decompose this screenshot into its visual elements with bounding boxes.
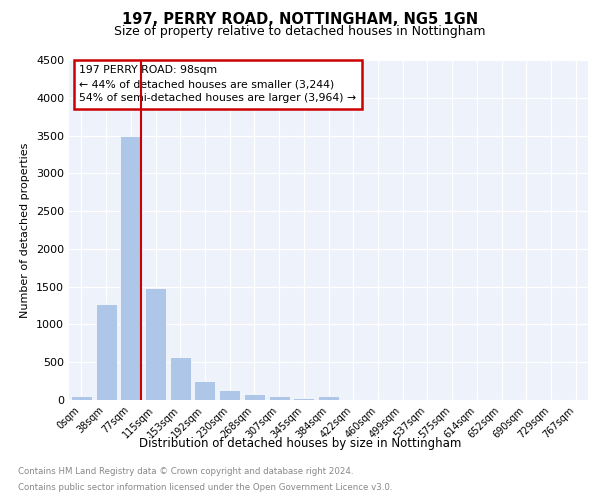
Text: 197, PERRY ROAD, NOTTINGHAM, NG5 1GN: 197, PERRY ROAD, NOTTINGHAM, NG5 1GN bbox=[122, 12, 478, 28]
Bar bbox=[219, 390, 240, 400]
Text: Distribution of detached houses by size in Nottingham: Distribution of detached houses by size … bbox=[139, 438, 461, 450]
Bar bbox=[145, 288, 166, 400]
Bar bbox=[120, 136, 141, 400]
Bar bbox=[194, 381, 215, 400]
Text: Contains public sector information licensed under the Open Government Licence v3: Contains public sector information licen… bbox=[18, 484, 392, 492]
Y-axis label: Number of detached properties: Number of detached properties bbox=[20, 142, 31, 318]
Bar bbox=[170, 357, 191, 400]
Text: 197 PERRY ROAD: 98sqm
← 44% of detached houses are smaller (3,244)
54% of semi-d: 197 PERRY ROAD: 98sqm ← 44% of detached … bbox=[79, 65, 356, 103]
Text: Contains HM Land Registry data © Crown copyright and database right 2024.: Contains HM Land Registry data © Crown c… bbox=[18, 467, 353, 476]
Bar bbox=[293, 398, 314, 400]
Text: Size of property relative to detached houses in Nottingham: Size of property relative to detached ho… bbox=[114, 25, 486, 38]
Bar bbox=[95, 304, 116, 400]
Bar bbox=[269, 396, 290, 400]
Bar bbox=[71, 396, 92, 400]
Bar bbox=[318, 396, 339, 400]
Bar bbox=[244, 394, 265, 400]
